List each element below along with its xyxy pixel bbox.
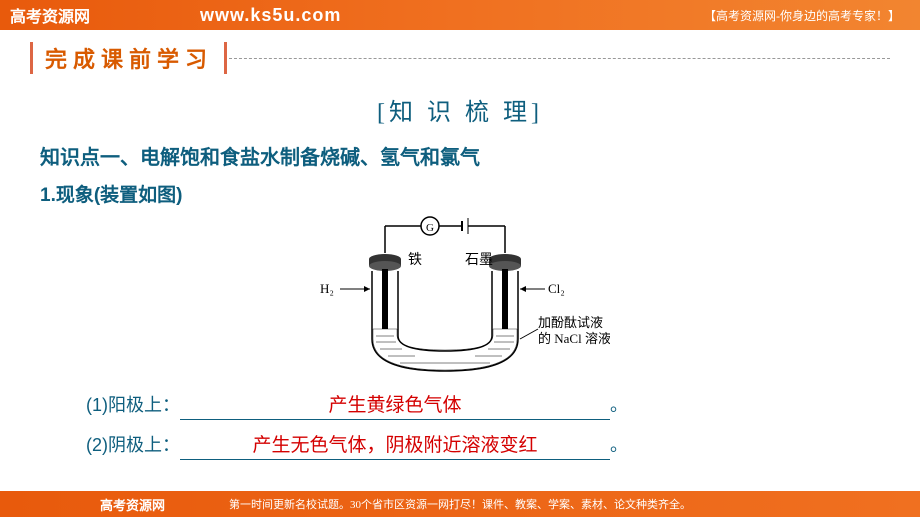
iron-label: 铁	[408, 252, 422, 268]
section-title: [知 识 梳 理]	[40, 92, 880, 127]
sub-title: 1.现象(装置如图)	[40, 180, 880, 207]
solution-label-1: 加酚酞试液	[538, 315, 603, 330]
h2-label: H₂	[320, 281, 334, 296]
answer-end-2: 。	[610, 431, 628, 457]
footer-text: 第一时间更新名校试题。30个省市区资源一网打尽！课件、教案、学案、素材、论文种类…	[229, 496, 691, 512]
answer-end-1: 。	[610, 391, 628, 417]
footer: 高考资源网 第一时间更新名校试题。30个省市区资源一网打尽！课件、教案、学案、素…	[0, 491, 920, 517]
graphite-label: 石墨	[465, 253, 493, 268]
answer-label-cathode: (2)阴极上：	[86, 431, 180, 457]
header: 高考资源网 www.ks5u.com 【高考资源网-你身边的高考专家！】	[0, 0, 920, 30]
logo-area: 高考资源网	[10, 3, 90, 27]
site-url: www.ks5u.com	[200, 5, 341, 26]
footer-logo: 高考资源网	[100, 495, 165, 514]
solution-label-2: 的 NaCl 溶液	[538, 331, 610, 346]
dashed-line	[229, 58, 890, 59]
title-wrapper: 完成课前学习	[30, 42, 227, 74]
answer-line-1: (1)阳极上： 产生黄绿色气体 。	[86, 390, 880, 420]
logo-text: 高考资源网	[10, 3, 90, 27]
answers: (1)阳极上： 产生黄绿色气体 。 (2)阴极上： 产生无色气体，阴极附近溶液变…	[86, 390, 880, 460]
electrolysis-diagram: G	[40, 211, 880, 386]
diagram-svg: G	[310, 211, 610, 381]
answer-label-anode: (1)阳极上：	[86, 391, 180, 417]
site-desc: 【高考资源网-你身边的高考专家！】	[704, 7, 900, 24]
title-bar: 完成课前学习	[30, 42, 920, 74]
knowledge-point: 知识点一、电解饱和食盐水制备烧碱、氢气和氯气	[40, 141, 880, 170]
answer-line-2: (2)阴极上： 产生无色气体，阴极附近溶液变红 。	[86, 430, 880, 460]
answer-blank-cathode: 产生无色气体，阴极附近溶液变红	[180, 430, 610, 460]
answer-blank-anode: 产生黄绿色气体	[180, 390, 610, 420]
galvanometer-label: G	[426, 222, 434, 234]
pre-study-title: 完成课前学习	[37, 45, 221, 74]
content: [知 识 梳 理] 知识点一、电解饱和食盐水制备烧碱、氢气和氯气 1.现象(装置…	[0, 92, 920, 460]
cl2-label: Cl₂	[548, 281, 565, 296]
